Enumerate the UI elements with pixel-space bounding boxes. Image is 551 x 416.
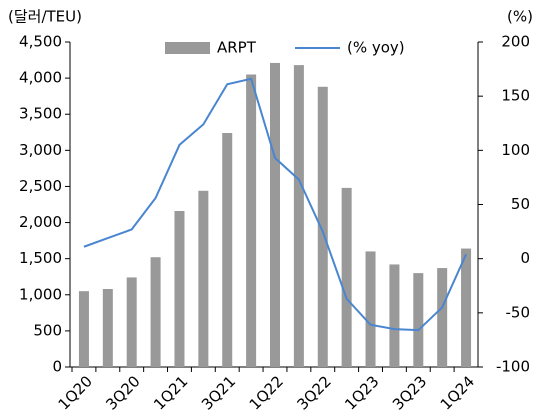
legend-label: ARPT	[217, 39, 257, 57]
legend-label: (% yoy)	[347, 39, 405, 57]
bar	[365, 251, 376, 367]
y-tick-label: 0	[52, 358, 62, 376]
bar	[198, 190, 209, 367]
bar	[174, 211, 185, 367]
x-tick-label: 1Q21	[150, 372, 191, 412]
y2-tick-label: 100	[501, 141, 530, 159]
y-tick-label: 2,000	[19, 213, 62, 231]
y2-axis-title: (%)	[507, 8, 533, 26]
bar	[461, 248, 472, 367]
y-tick-label: 3,000	[19, 141, 62, 159]
y-tick-label: 4,000	[19, 69, 62, 87]
y-tick-label: 1,000	[19, 285, 62, 303]
bar	[246, 74, 257, 367]
y-tick-label: 1,500	[19, 249, 62, 267]
y-axis-title: (달러/TEU)	[8, 8, 82, 26]
x-tick-label: 1Q22	[246, 372, 287, 412]
bar	[341, 187, 352, 367]
bar	[270, 62, 280, 367]
bar	[222, 133, 233, 367]
x-tick-label: 1Q20	[55, 372, 96, 412]
line	[83, 77, 467, 332]
y-tick-label: 500	[33, 321, 62, 339]
bar	[317, 86, 328, 368]
y2-tick-label: 200	[501, 33, 530, 51]
bar	[413, 273, 424, 367]
bar	[150, 257, 161, 367]
x-tick-label: 3Q23	[389, 372, 430, 412]
y2-tick-label: -50	[506, 303, 531, 321]
bar	[126, 277, 137, 367]
bar	[437, 268, 448, 367]
x-tick-label: 3Q21	[198, 372, 239, 412]
y-tick-label: 2,500	[19, 177, 62, 195]
legend-swatch	[165, 42, 210, 54]
y2-tick-label: -100	[496, 358, 530, 376]
bar	[293, 65, 304, 367]
y2-tick-label: 150	[501, 87, 530, 105]
x-tick-label: 3Q22	[293, 372, 334, 412]
y-tick-label: 4,500	[19, 33, 62, 51]
x-tick-label: 1Q23	[341, 372, 382, 412]
x-tick-label: 1Q24	[437, 372, 478, 412]
y2-tick-label: 0	[520, 249, 530, 267]
y2-tick-label: 50	[511, 195, 530, 213]
bar	[102, 289, 113, 367]
bar	[78, 291, 89, 367]
x-tick-label: 3Q20	[102, 372, 143, 412]
y-tick-label: 3,500	[19, 105, 62, 123]
bar	[389, 264, 400, 367]
